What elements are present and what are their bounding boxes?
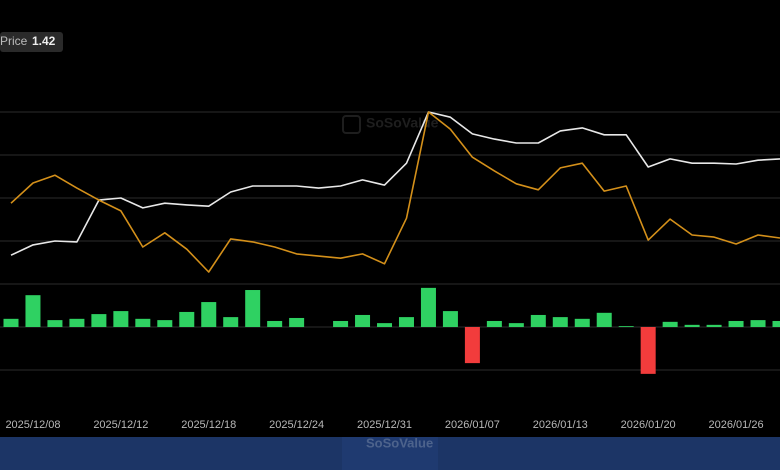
bar <box>157 320 173 327</box>
x-tick-label: 2025/12/08 <box>5 419 60 431</box>
bar <box>596 312 612 327</box>
bar <box>574 318 590 327</box>
bar <box>464 327 480 364</box>
bar <box>135 318 151 327</box>
watermark-group: SoSoValue <box>342 115 439 134</box>
bar <box>640 327 656 374</box>
bar <box>728 320 744 327</box>
bar <box>289 317 305 327</box>
bar <box>662 321 678 327</box>
bar <box>245 290 261 327</box>
x-tick-label: 2026/01/13 <box>533 419 588 431</box>
bar <box>552 317 568 327</box>
navigator-watermark: SoSoValue <box>366 435 433 450</box>
bar <box>3 318 19 327</box>
bar <box>772 320 780 327</box>
bar <box>91 314 107 327</box>
bar <box>618 326 634 327</box>
bar <box>355 314 371 327</box>
line <box>10 111 780 273</box>
bar <box>508 323 524 327</box>
bar <box>377 323 393 327</box>
bar <box>69 318 85 327</box>
bar <box>486 320 502 327</box>
bar <box>333 320 349 327</box>
watermark: SoSoValue <box>366 115 439 131</box>
bar <box>267 320 283 327</box>
bar <box>25 295 41 327</box>
watermark-logo <box>342 115 361 134</box>
price-badge <box>0 32 63 52</box>
price-value: 1.42 <box>32 34 56 48</box>
x-tick-label: 2026/01/26 <box>709 419 764 431</box>
bar <box>398 317 414 327</box>
bar <box>223 317 239 327</box>
bar <box>113 311 129 327</box>
x-tick-label: 2026/01/20 <box>621 419 676 431</box>
bar <box>420 287 436 327</box>
bar <box>530 314 546 327</box>
bar <box>706 324 722 327</box>
bar <box>201 302 217 327</box>
x-tick-label: 2025/12/24 <box>269 419 324 431</box>
bar <box>179 311 195 327</box>
navigator-window[interactable] <box>342 437 438 470</box>
bar <box>442 311 458 327</box>
bar <box>47 320 63 327</box>
price-label: Price <box>0 34 28 48</box>
line <box>10 111 780 256</box>
x-tick-label: 2025/12/31 <box>357 419 412 431</box>
bar <box>684 324 700 327</box>
x-tick-label: 2026/01/07 <box>445 419 500 431</box>
x-tick-label: 2025/12/12 <box>93 419 148 431</box>
bar <box>750 320 766 327</box>
x-tick-label: 2025/12/18 <box>181 419 236 431</box>
